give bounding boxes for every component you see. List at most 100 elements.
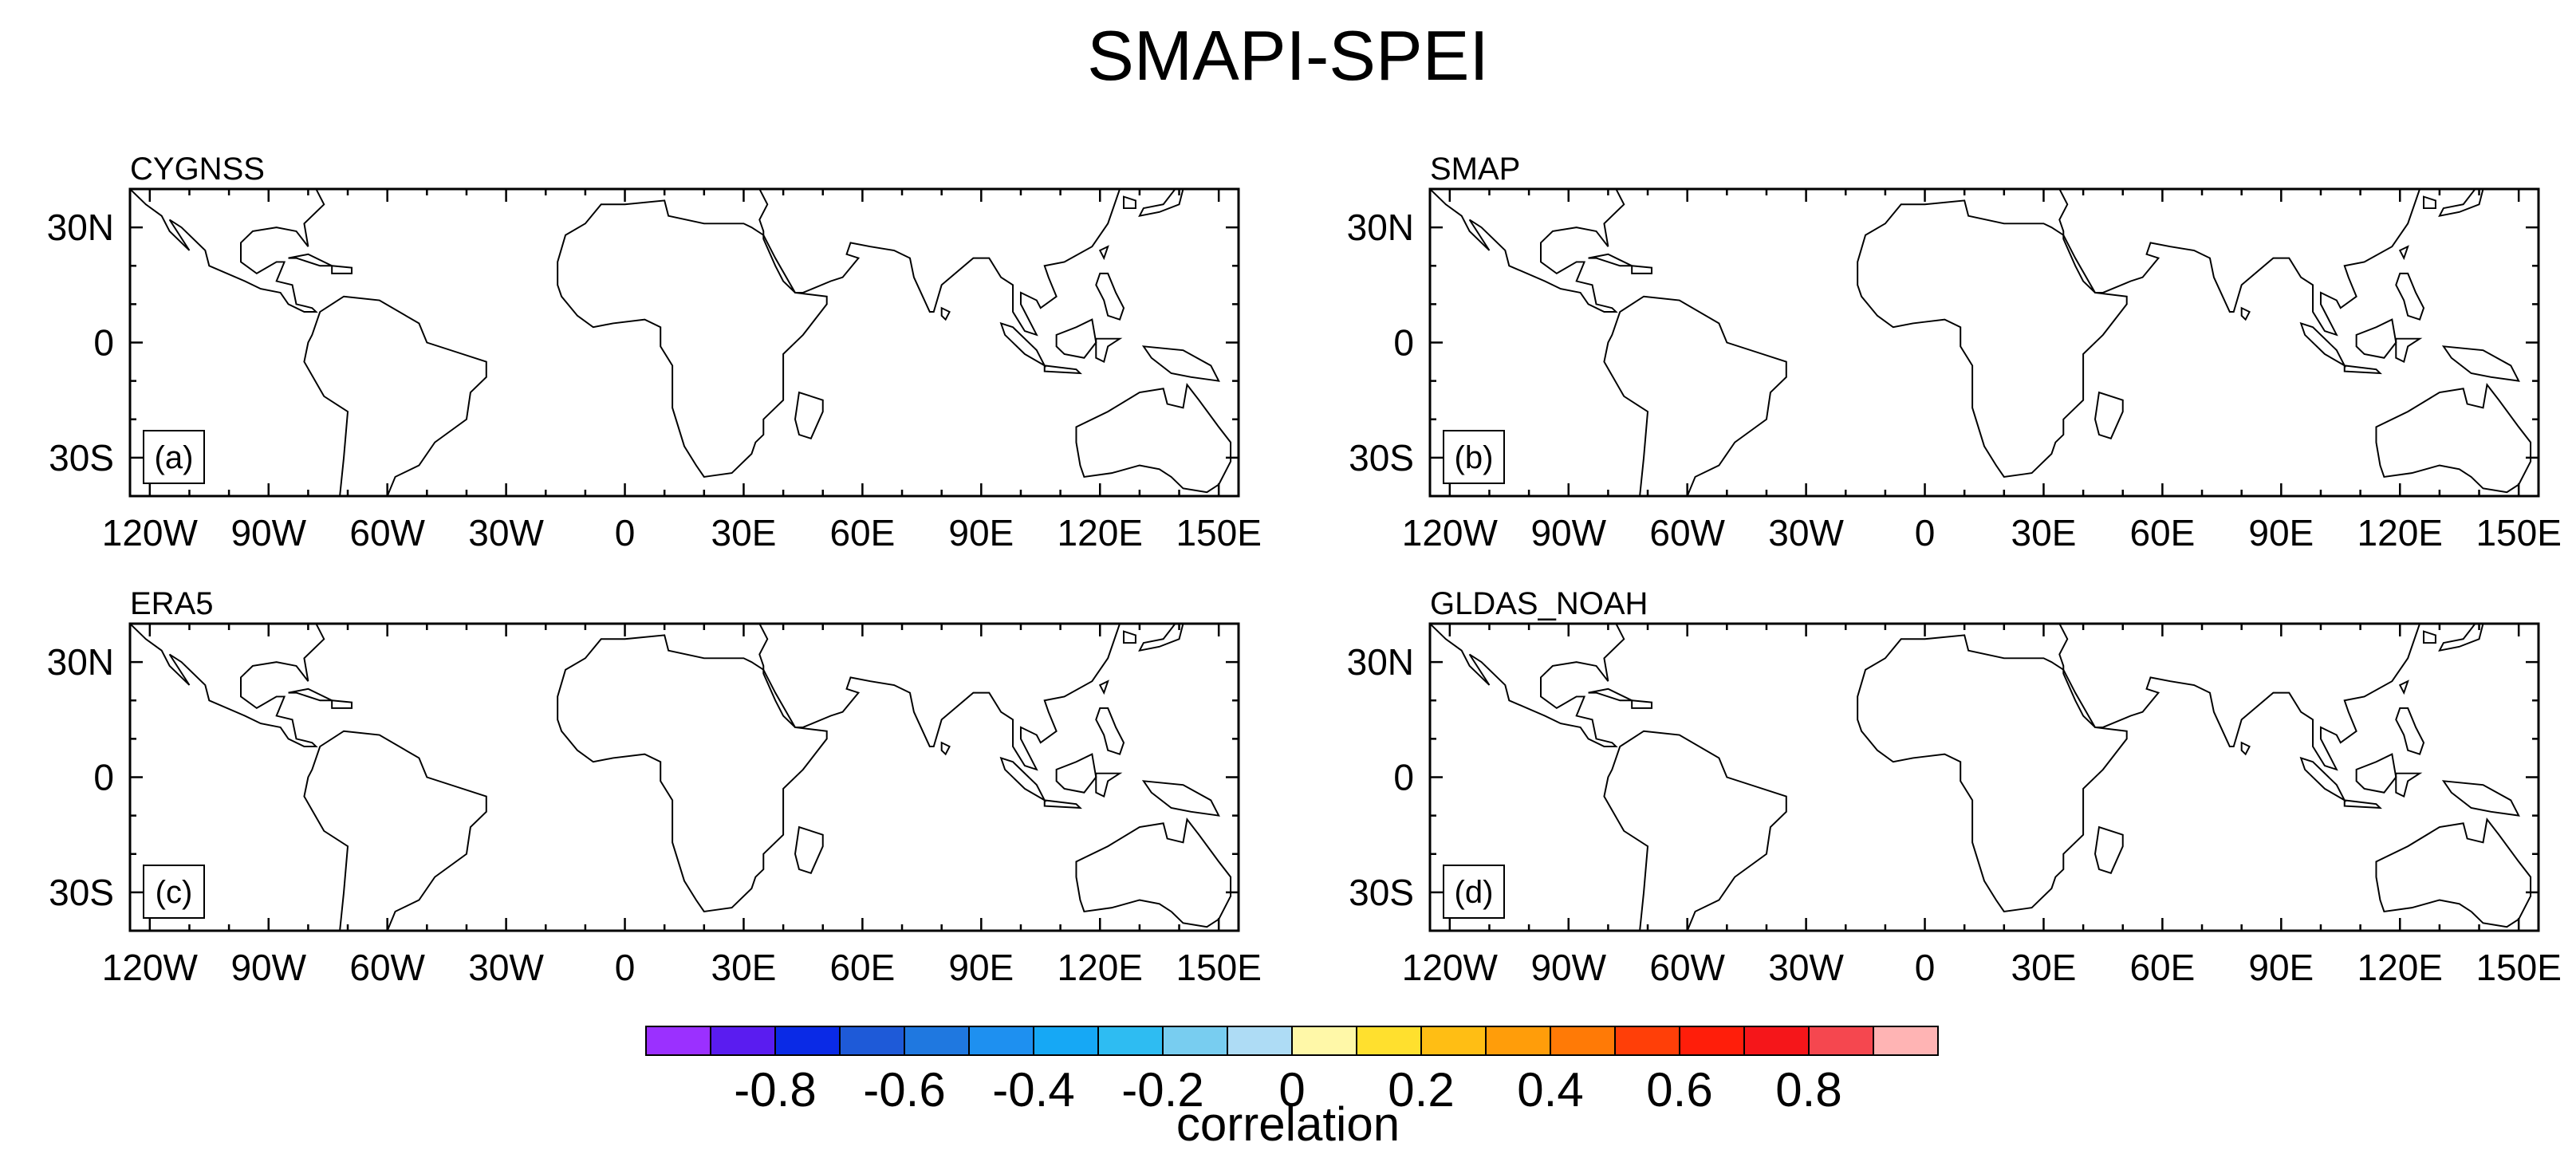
x-tick-label: 30E xyxy=(711,947,777,988)
x-tick-label: 30E xyxy=(2011,947,2077,988)
x-tick-label: 30W xyxy=(468,512,544,553)
colorbar-title: correlation xyxy=(1176,1097,1400,1151)
panel-letter-box xyxy=(143,430,205,484)
correlation-field xyxy=(1430,189,2531,496)
panel-letter: (a) xyxy=(155,440,194,475)
correlation-field xyxy=(1430,624,2531,931)
x-tick-label: 30W xyxy=(1768,512,1844,553)
colorbar-label: -0.4 xyxy=(992,1063,1074,1117)
x-tick-label: 60E xyxy=(829,947,895,988)
colorbar-swatch xyxy=(1097,1026,1164,1056)
correlation-field xyxy=(130,189,1231,496)
colorbar-label: 0.2 xyxy=(1388,1063,1454,1117)
x-tick-label: 150E xyxy=(2476,947,2561,988)
x-tick-label: 60W xyxy=(349,947,425,988)
map-panel-gldas-noah: 120W 90W 60W 30W 0 30E 60E 90E 120E 150E 30N 0 30S GL… xyxy=(1347,586,2562,988)
panel-letter-box xyxy=(143,865,205,919)
map-panel-cygnss: 120W 90W 60W 30W 0 30E 60E 90E 120E 150E 30N 0 30S CY… xyxy=(47,152,1262,553)
y-tick-label: 30N xyxy=(47,207,114,248)
colorbar-swatch xyxy=(1873,1026,1939,1056)
panel-letter: (c) xyxy=(156,875,193,910)
x-tick-label: 60E xyxy=(2129,947,2195,988)
x-tick-label: 60W xyxy=(1649,512,1725,553)
panel-title: GLDAS_NOAH xyxy=(1430,586,1648,621)
x-tick-label: 120E xyxy=(2357,512,2443,553)
x-tick-label: 90E xyxy=(948,512,1014,553)
y-tick-label: 30N xyxy=(1347,641,1414,683)
colorbar-label: 0.6 xyxy=(1646,1063,1712,1117)
x-tick-label: 0 xyxy=(615,512,636,553)
x-tick-label: 120W xyxy=(102,512,199,553)
colorbar-swatch xyxy=(968,1026,1034,1056)
x-tick-label: 30W xyxy=(468,947,544,988)
map-frame xyxy=(1428,187,2540,498)
y-tick-label: 0 xyxy=(1393,322,1414,364)
coastline xyxy=(1430,189,2531,496)
correlation-field xyxy=(130,624,1231,931)
x-tick-label: 90E xyxy=(2248,947,2314,988)
colorbar-label: 0.4 xyxy=(1517,1063,1583,1117)
x-tick-label: 120E xyxy=(1058,947,1143,988)
colorbar-swatch xyxy=(1291,1026,1357,1056)
x-tick-label: 60E xyxy=(829,512,895,553)
y-tick-label: 30S xyxy=(49,437,114,479)
y-tick-label: 30N xyxy=(1347,207,1414,248)
x-tick-label: 150E xyxy=(1176,947,1261,988)
x-tick-label: 0 xyxy=(1915,947,1936,988)
x-tick-label: 30W xyxy=(1768,947,1844,988)
colorbar-label: -0.6 xyxy=(863,1063,945,1117)
y-tick-label: 30N xyxy=(47,641,114,683)
colorbar-swatch xyxy=(1679,1026,1745,1056)
colorbar-swatch xyxy=(839,1026,905,1056)
colorbar-swatch xyxy=(1614,1026,1680,1056)
panel-title: CYGNSS xyxy=(130,152,265,187)
x-tick-label: 0 xyxy=(1915,512,1936,553)
colorbar-swatch xyxy=(1227,1026,1293,1056)
colorbar-swatch xyxy=(645,1026,711,1056)
x-tick-label: 120W xyxy=(1402,947,1499,988)
panel-title: ERA5 xyxy=(130,586,214,621)
colorbar-swatch xyxy=(1356,1026,1422,1056)
x-tick-label: 150E xyxy=(2476,512,2561,553)
y-tick-label: 0 xyxy=(93,322,114,364)
map-frame xyxy=(1428,622,2540,932)
x-tick-label: 120E xyxy=(2357,947,2443,988)
map-frame xyxy=(128,187,1240,498)
x-tick-label: 90W xyxy=(230,512,306,553)
colorbar-label: 0 xyxy=(1278,1063,1305,1117)
colorbar-swatch xyxy=(904,1026,970,1056)
x-tick-label: 120W xyxy=(1402,512,1499,553)
coastline xyxy=(130,624,1231,931)
y-tick-label: 0 xyxy=(1393,757,1414,798)
x-tick-label: 30E xyxy=(2011,512,2077,553)
panel-title: SMAP xyxy=(1430,152,1520,187)
colorbar: -0.8 -0.6 -0.4 -0.2 0 0.2 0.4 0.6 0.8 xyxy=(645,1026,1939,1117)
colorbar-swatch xyxy=(1550,1026,1616,1056)
colorbar-label: -0.2 xyxy=(1121,1063,1203,1117)
coastline xyxy=(1430,624,2531,931)
colorbar-swatch xyxy=(1162,1026,1228,1056)
colorbar-swatch xyxy=(710,1026,776,1056)
x-tick-label: 30E xyxy=(711,512,777,553)
x-tick-label: 0 xyxy=(615,947,636,988)
x-tick-label: 120E xyxy=(1058,512,1143,553)
x-tick-label: 90W xyxy=(1530,512,1606,553)
colorbar-label: -0.8 xyxy=(734,1063,816,1117)
y-tick-label: 30S xyxy=(49,872,114,913)
colorbar-swatch xyxy=(1485,1026,1551,1056)
panel-letter: (d) xyxy=(1455,875,1494,910)
map-panel-smap: 120W 90W 60W 30W 0 30E 60E 90E 120E 150E 30N 0 30S SM… xyxy=(1347,152,2562,553)
panel-letter-box xyxy=(1443,430,1505,484)
colorbar-swatch xyxy=(774,1026,841,1056)
y-tick-label: 30S xyxy=(1349,872,1414,913)
map-frame xyxy=(128,622,1240,932)
x-tick-label: 60E xyxy=(2129,512,2195,553)
x-tick-label: 150E xyxy=(1176,512,1261,553)
colorbar-label: 0.8 xyxy=(1775,1063,1841,1117)
y-tick-label: 30S xyxy=(1349,437,1414,479)
x-tick-label: 90E xyxy=(2248,512,2314,553)
x-tick-label: 90E xyxy=(948,947,1014,988)
coastline xyxy=(130,189,1231,496)
colorbar-swatch xyxy=(1420,1026,1487,1056)
